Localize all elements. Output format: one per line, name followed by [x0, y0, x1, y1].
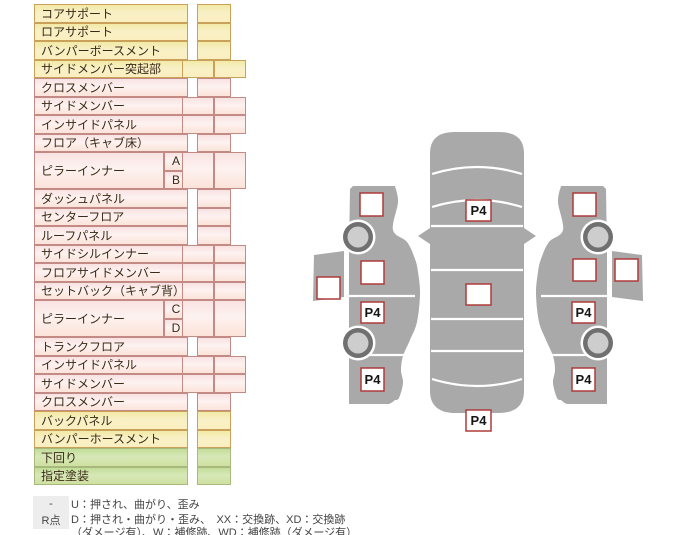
svg-text:P4: P4 [576, 305, 593, 320]
svg-text:P4: P4 [365, 372, 382, 387]
svg-text:P4: P4 [576, 372, 593, 387]
svg-text:P4: P4 [471, 203, 488, 218]
svg-text:P4: P4 [471, 413, 488, 428]
svg-text:P4: P4 [365, 305, 382, 320]
